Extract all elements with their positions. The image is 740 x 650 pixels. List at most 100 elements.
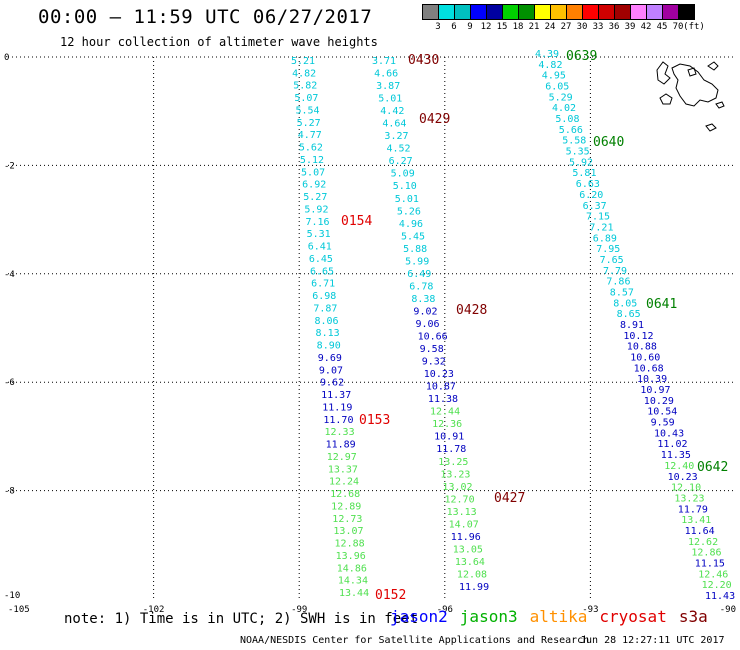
wave-height-value: 10.54: [647, 407, 677, 418]
wave-height-value: 13.13: [447, 507, 477, 518]
pass-time-label: 0429: [419, 112, 450, 127]
wave-height-value: 5.35: [566, 147, 590, 158]
legend-label: 30: [576, 22, 588, 32]
wave-height-value: 5.88: [403, 244, 427, 255]
wave-height-value: 13.02: [442, 482, 472, 493]
wave-height-value: 5.08: [555, 114, 579, 125]
wave-height-value: 4.96: [399, 219, 423, 230]
wave-height-value: 5.92: [304, 204, 328, 215]
pass-time-label: 0427: [494, 491, 525, 506]
wave-height-value: 10.97: [640, 385, 670, 396]
wave-height-value: 12.97: [327, 452, 357, 463]
wave-height-value: 10.68: [634, 363, 664, 374]
wave-height-value: 11.35: [661, 450, 691, 461]
wave-height-value: 7.21: [589, 222, 613, 233]
legend-label: 3: [435, 22, 441, 32]
wave-height-value: 3.87: [376, 81, 400, 92]
wave-height-value: 8.05: [613, 298, 637, 309]
wave-height-value: 11.99: [459, 582, 489, 593]
y-axis-label: -2: [4, 161, 15, 171]
wave-height-value: 5.01: [378, 94, 402, 105]
wave-height-value: 9.59: [651, 418, 675, 429]
legend-label: 12: [480, 22, 492, 32]
wave-height-value: 11.02: [657, 439, 687, 450]
wave-height-value: 10.60: [630, 353, 660, 364]
wave-height-value: 3.71: [372, 56, 396, 67]
page-title: 00:00 – 11:59 UTC 06/27/2017: [38, 6, 373, 28]
pass-time-label: 0153: [359, 413, 390, 428]
wave-height-value: 11.70: [323, 415, 353, 426]
wave-height-value: 5.09: [391, 169, 415, 180]
pass-time-label: 0642: [697, 460, 728, 475]
footer-timestamp: Jun 28 12:27:11 UTC 2017: [580, 635, 725, 646]
legend-label: 33: [592, 22, 604, 32]
wave-height-value: 7.65: [600, 255, 624, 266]
legend-label: 15: [496, 22, 508, 32]
legend-labels: 3 6 9 12 15 18 21 24 27 30 33 36 39 42 45 70 (ft): [422, 22, 705, 36]
wave-height-value: 10.43: [654, 428, 684, 439]
axis-labels: 0 -2 -4 -6 -8 -10 -105 -102 -99 -96 -93 -90: [4, 53, 736, 615]
wave-height-value: 5.81: [572, 168, 596, 179]
wave-height-value: 6.37: [583, 201, 607, 212]
wave-height-value: 10.91: [434, 432, 464, 443]
wave-height-value: 5.58: [562, 136, 586, 147]
wave-height-value: 5.82: [293, 81, 317, 92]
wave-height-value: 13.64: [455, 557, 485, 568]
x-axis-label: -96: [437, 605, 453, 615]
wave-height-value: 8.38: [411, 294, 435, 305]
pass-time-label: 0154: [341, 214, 372, 229]
y-axis-label: 0: [4, 53, 9, 63]
wave-height-value: 10.23: [424, 369, 454, 380]
wave-height-value: 12.36: [432, 419, 462, 430]
wave-height-value: 11.15: [695, 558, 725, 569]
wave-height-value: 11.96: [451, 532, 481, 543]
wave-height-value: 6.78: [409, 281, 433, 292]
wave-height-value: 5.01: [395, 194, 419, 205]
wave-height-value: 13.23: [674, 493, 704, 504]
legend-label: 39: [624, 22, 636, 32]
wave-height-value: 8.91: [620, 320, 644, 331]
wave-height-value: 14.34: [338, 576, 368, 587]
y-axis-label: -8: [4, 487, 15, 497]
wave-height-value: 5.99: [405, 256, 429, 267]
wave-height-value: 12.20: [702, 580, 732, 591]
wave-height-value: 4.82: [292, 68, 316, 79]
legend-label: 70: [672, 22, 684, 32]
y-axis-label: -6: [4, 378, 15, 388]
wave-height-value: 5.12: [300, 155, 324, 166]
wave-height-value: 13.07: [333, 526, 363, 537]
y-axis-label: -4: [4, 270, 15, 280]
wave-height-value: 5.45: [401, 231, 425, 242]
wave-height-value: 6.20: [579, 190, 603, 201]
wave-height-value: 3.27: [384, 131, 408, 142]
wave-height-value: 5.29: [549, 92, 573, 103]
wave-height-value: 8.65: [617, 309, 641, 320]
wave-height-value: 7.15: [586, 212, 610, 223]
wave-height-value: 4.77: [298, 130, 322, 141]
wave-height-value: 6.71: [311, 279, 335, 290]
wave-height-value: 5.92: [569, 157, 593, 168]
wave-height-value: 10.23: [668, 472, 698, 483]
wave-height-value: 6.41: [308, 242, 332, 253]
pass-time-labels: 0430 0429 0428 0427 0154 0153 0152 0639 0640 0641…: [341, 49, 728, 603]
wave-height-value: 8.57: [610, 287, 634, 298]
legend-swatches: [422, 4, 695, 20]
grid-lines: [8, 56, 736, 599]
x-axis-label: -90: [720, 605, 736, 615]
wave-height-value: 12.88: [335, 539, 365, 550]
wave-height-value: 4.95: [542, 71, 566, 82]
wave-height-value: 4.42: [380, 106, 404, 117]
x-axis-label: -93: [582, 605, 598, 615]
pass-time-label: 0152: [375, 588, 406, 603]
wave-height-value: 11.37: [321, 390, 351, 401]
wave-height-value: 10.29: [644, 396, 674, 407]
satellite-legend: jason2 jason3 altika cryosat s3a: [390, 607, 720, 626]
satellite-name-jason3: jason3: [459, 607, 518, 626]
wave-height-value: 13.44: [339, 588, 369, 599]
legend-label: 42: [640, 22, 652, 32]
wave-height-value: 5.31: [307, 229, 331, 240]
wave-height-value: 14.86: [337, 563, 367, 574]
wave-height-value: 13.41: [681, 515, 711, 526]
wave-height-value: 13.37: [328, 464, 358, 475]
